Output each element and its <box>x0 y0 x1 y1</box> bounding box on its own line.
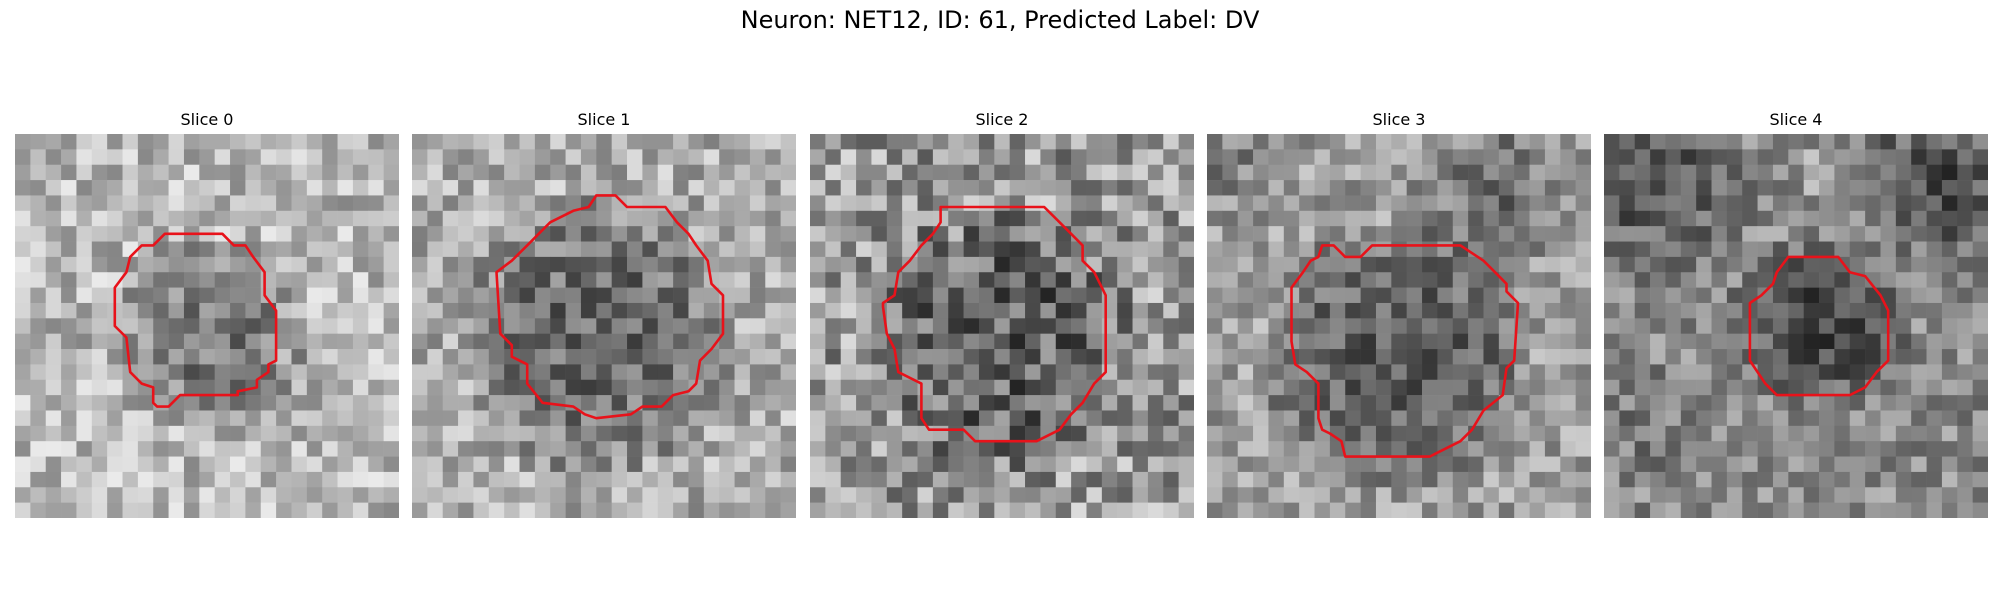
roi-contour <box>1290 244 1520 458</box>
roi-contour <box>113 232 278 408</box>
slice-image <box>412 134 796 518</box>
roi-contour <box>495 194 725 420</box>
slice-image <box>1207 134 1591 518</box>
slice-title: Slice 0 <box>180 110 234 129</box>
figure-title: Neuron: NET12, ID: 61, Predicted Label: … <box>740 6 1260 34</box>
slice-title: Slice 4 <box>1769 110 1823 129</box>
slice-title: Slice 3 <box>1372 110 1426 129</box>
slice-image <box>1604 134 1988 518</box>
slice-image <box>810 134 1194 518</box>
slice-title: Slice 1 <box>577 110 631 129</box>
slice-image <box>15 134 399 518</box>
roi-contour <box>1748 255 1890 397</box>
roi-contour <box>881 205 1108 443</box>
slice-title: Slice 2 <box>975 110 1029 129</box>
